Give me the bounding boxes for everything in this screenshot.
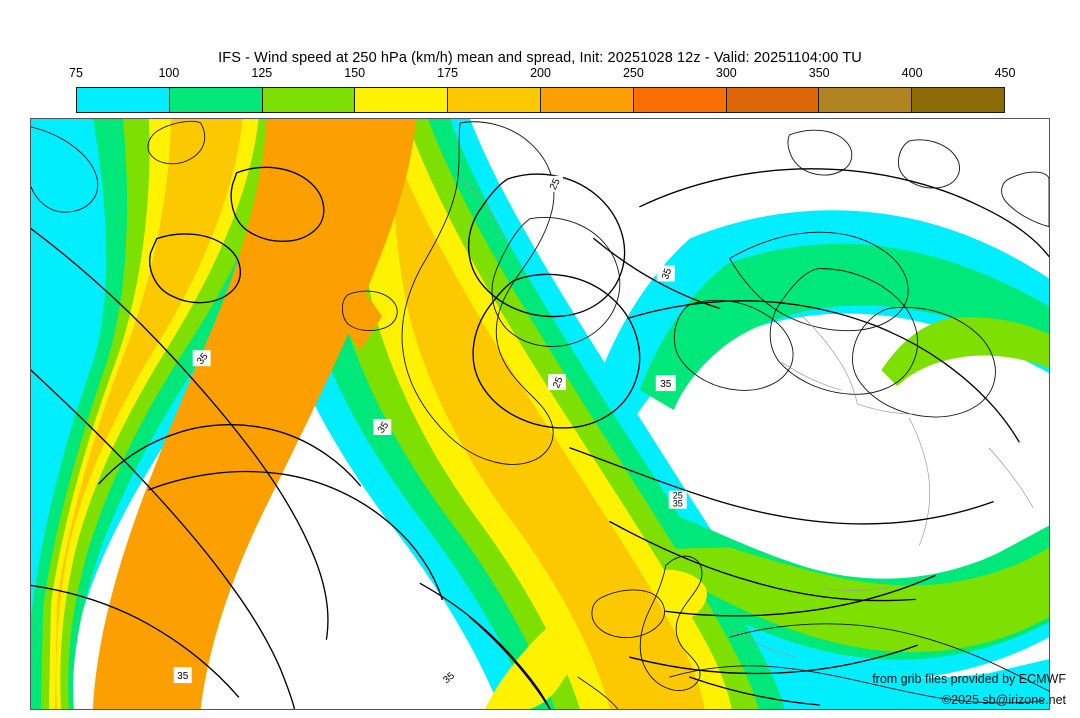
colorbar-tick-labels: 75 100 125 150 175 200 250 300 350 400 450	[69, 66, 1015, 84]
colorbar-swatch-5	[540, 88, 634, 112]
colorbar-swatch-1	[169, 88, 263, 112]
colorbar-swatch-6	[633, 88, 727, 112]
colorbar-tick-250: 250	[622, 66, 644, 80]
colorbar-tick-125: 125	[251, 66, 273, 80]
band-125-150	[40, 119, 281, 709]
credit-copyright: ©2025 sb@irizone.net	[941, 693, 1066, 707]
svg-text:25: 25	[673, 491, 683, 501]
svg-text:35: 35	[673, 499, 683, 509]
band-100-125-scandinavia	[639, 243, 1049, 411]
band-75-100-europe	[789, 659, 1049, 709]
colorbar-swatch-4	[448, 88, 541, 112]
coastlines	[31, 120, 1049, 709]
band-175-200-b	[242, 119, 705, 709]
map-canvas: 35 35 35 35	[31, 119, 1049, 709]
wind-speed-bands	[31, 119, 1049, 709]
colorbar-swatch-2	[262, 88, 356, 112]
chart-title: IFS - Wind speed at 250 hPa (km/h) mean …	[218, 50, 862, 66]
colorbar-tick-100: 100	[158, 66, 180, 80]
band-125-150-scandinavia	[881, 317, 1049, 387]
colorbar-tick-300: 300	[715, 66, 737, 80]
colorbar-swatches	[76, 87, 1005, 113]
band-175-200	[54, 119, 243, 709]
colorbar-tick-175: 175	[437, 66, 459, 80]
colorbar-tick-75: 75	[69, 66, 83, 80]
colorbar-swatch-0	[77, 88, 170, 112]
credit-source: from grib files provided by ECMWF	[872, 672, 1066, 686]
svg-text:35: 35	[177, 671, 189, 682]
colorbar-tick-450: 450	[994, 66, 1016, 80]
band-100-125	[31, 119, 303, 709]
colorbar-swatch-9	[912, 88, 1004, 112]
colorbar: 75 100 125 150 175 200 250 300 350 400 450	[69, 66, 1015, 113]
band-200-250-core2	[274, 136, 383, 351]
colorbar-swatch-7	[726, 88, 820, 112]
band-150-175	[48, 119, 259, 709]
map-panel[interactable]: 35 35 35 35	[30, 118, 1050, 710]
svg-text:35: 35	[660, 266, 674, 281]
country-borders	[459, 178, 1034, 658]
colorbar-tick-400: 400	[901, 66, 923, 80]
colorbar-tick-200: 200	[530, 66, 551, 80]
colorbar-swatch-8	[819, 88, 913, 112]
band-125-150-europe	[633, 547, 1049, 653]
colorbar-tick-150: 150	[344, 66, 366, 80]
contour-labels: 35 35 35 35	[173, 175, 687, 686]
svg-text:25: 25	[548, 177, 563, 192]
spread-contours	[31, 166, 1049, 709]
colorbar-swatch-3	[355, 88, 449, 112]
svg-text:25: 25	[551, 375, 566, 390]
svg-text:35: 35	[660, 379, 672, 390]
colorbar-tick-350: 350	[808, 66, 830, 80]
